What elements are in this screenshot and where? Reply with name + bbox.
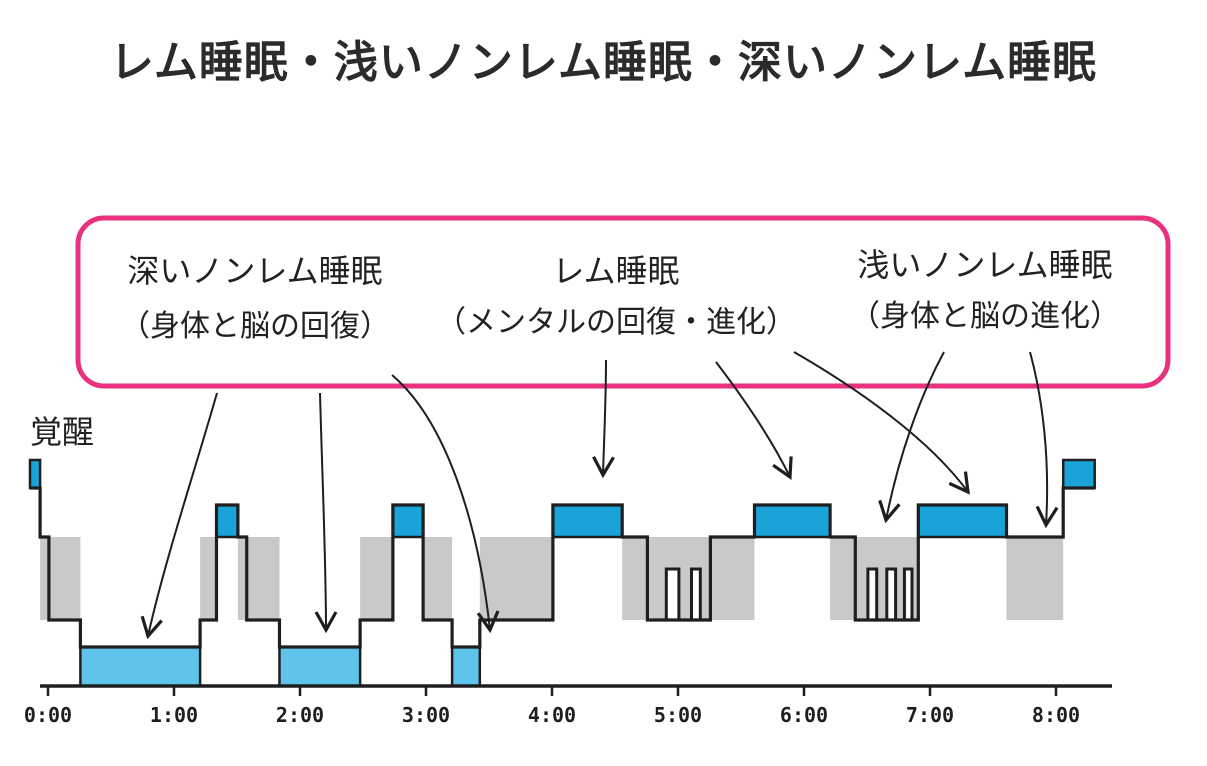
light-sleep-notch-2 [866,567,879,620]
arrow-light-1 [793,351,970,495]
deep-sleep-block-12 [450,645,482,688]
light-sleep-fill-19 [830,537,856,620]
deep-label-note: （身体と脳の回復） [120,309,390,344]
time-tick-label-4: 4:00 [528,703,576,727]
light-sleep-fill-9 [360,537,393,620]
arrow-light-2 [878,351,945,524]
light-sleep-fill-17 [710,537,755,620]
light-label-note: （身体と脳の進化） [850,299,1120,334]
arrow-deep-2 [314,392,338,634]
light-sleep-notch-3 [885,567,898,620]
page-title: レム睡眠・浅いノンレム睡眠・深いノンレム睡眠 [109,37,1098,88]
light-sleep-fill-2 [48,537,81,620]
time-tick-label-0: 0:00 [24,703,72,727]
time-tick-label-5: 5:00 [654,703,702,727]
light-sleep-notch-1 [690,567,702,620]
light-sleep-notch-0 [664,567,681,620]
arrow-rem-1 [592,359,615,479]
time-ticks: 0:00 1:00 2:00 3:00 4:00 5:00 6:00 7:00 8:00 [24,686,1080,727]
rem-label-title: レム睡眠 [552,252,679,290]
time-tick-label-6: 6:00 [780,703,828,727]
deep-sleep-block-8 [278,645,362,688]
wake-axis-label: 覚醒 [30,413,94,451]
light-sleep-fill-6 [237,537,247,620]
hypnogram-line [30,486,1095,649]
light-sleep-fill-11 [423,537,453,620]
time-tick-label-3: 3:00 [402,703,450,727]
time-tick-label-1: 1:00 [150,703,198,727]
light-sleep-notch-4 [902,567,914,620]
light-sleep-fill-13 [479,537,553,620]
rem-block-5 [215,503,240,539]
arrow-deep-3 [391,374,500,634]
light-sleep-fill-22 [1006,537,1064,620]
arrow-rem-2 [715,361,793,480]
rem-block-21 [917,503,1008,539]
light-sleep-fill-4 [200,537,217,620]
stage-blocks [28,458,1096,688]
wake-block-23 [1061,458,1096,490]
light-sleep-fill-15 [622,537,648,620]
light-label-title: 浅いノンレム睡眠 [857,246,1112,284]
rem-block-18 [753,503,832,539]
annotation-arrows [140,351,1059,640]
time-tick-label-2: 2:00 [276,703,324,727]
light-sleep-fill-7 [246,537,280,620]
arrow-light-3 [1029,351,1059,529]
rem-block-14 [551,503,624,539]
label-frame [75,215,1171,389]
deep-sleep-block-3 [79,645,202,688]
light-sleep-fill-1 [40,537,49,620]
deep-label-title: 深いノンレム睡眠 [127,252,382,290]
time-tick-label-8: 8:00 [1032,703,1080,727]
rem-label-note: （メンタルの回復・進化） [436,305,796,340]
rem-block-10 [391,503,425,539]
time-tick-label-7: 7:00 [906,703,954,727]
arrow-deep-1 [140,392,218,640]
wake-block-0 [28,458,42,490]
